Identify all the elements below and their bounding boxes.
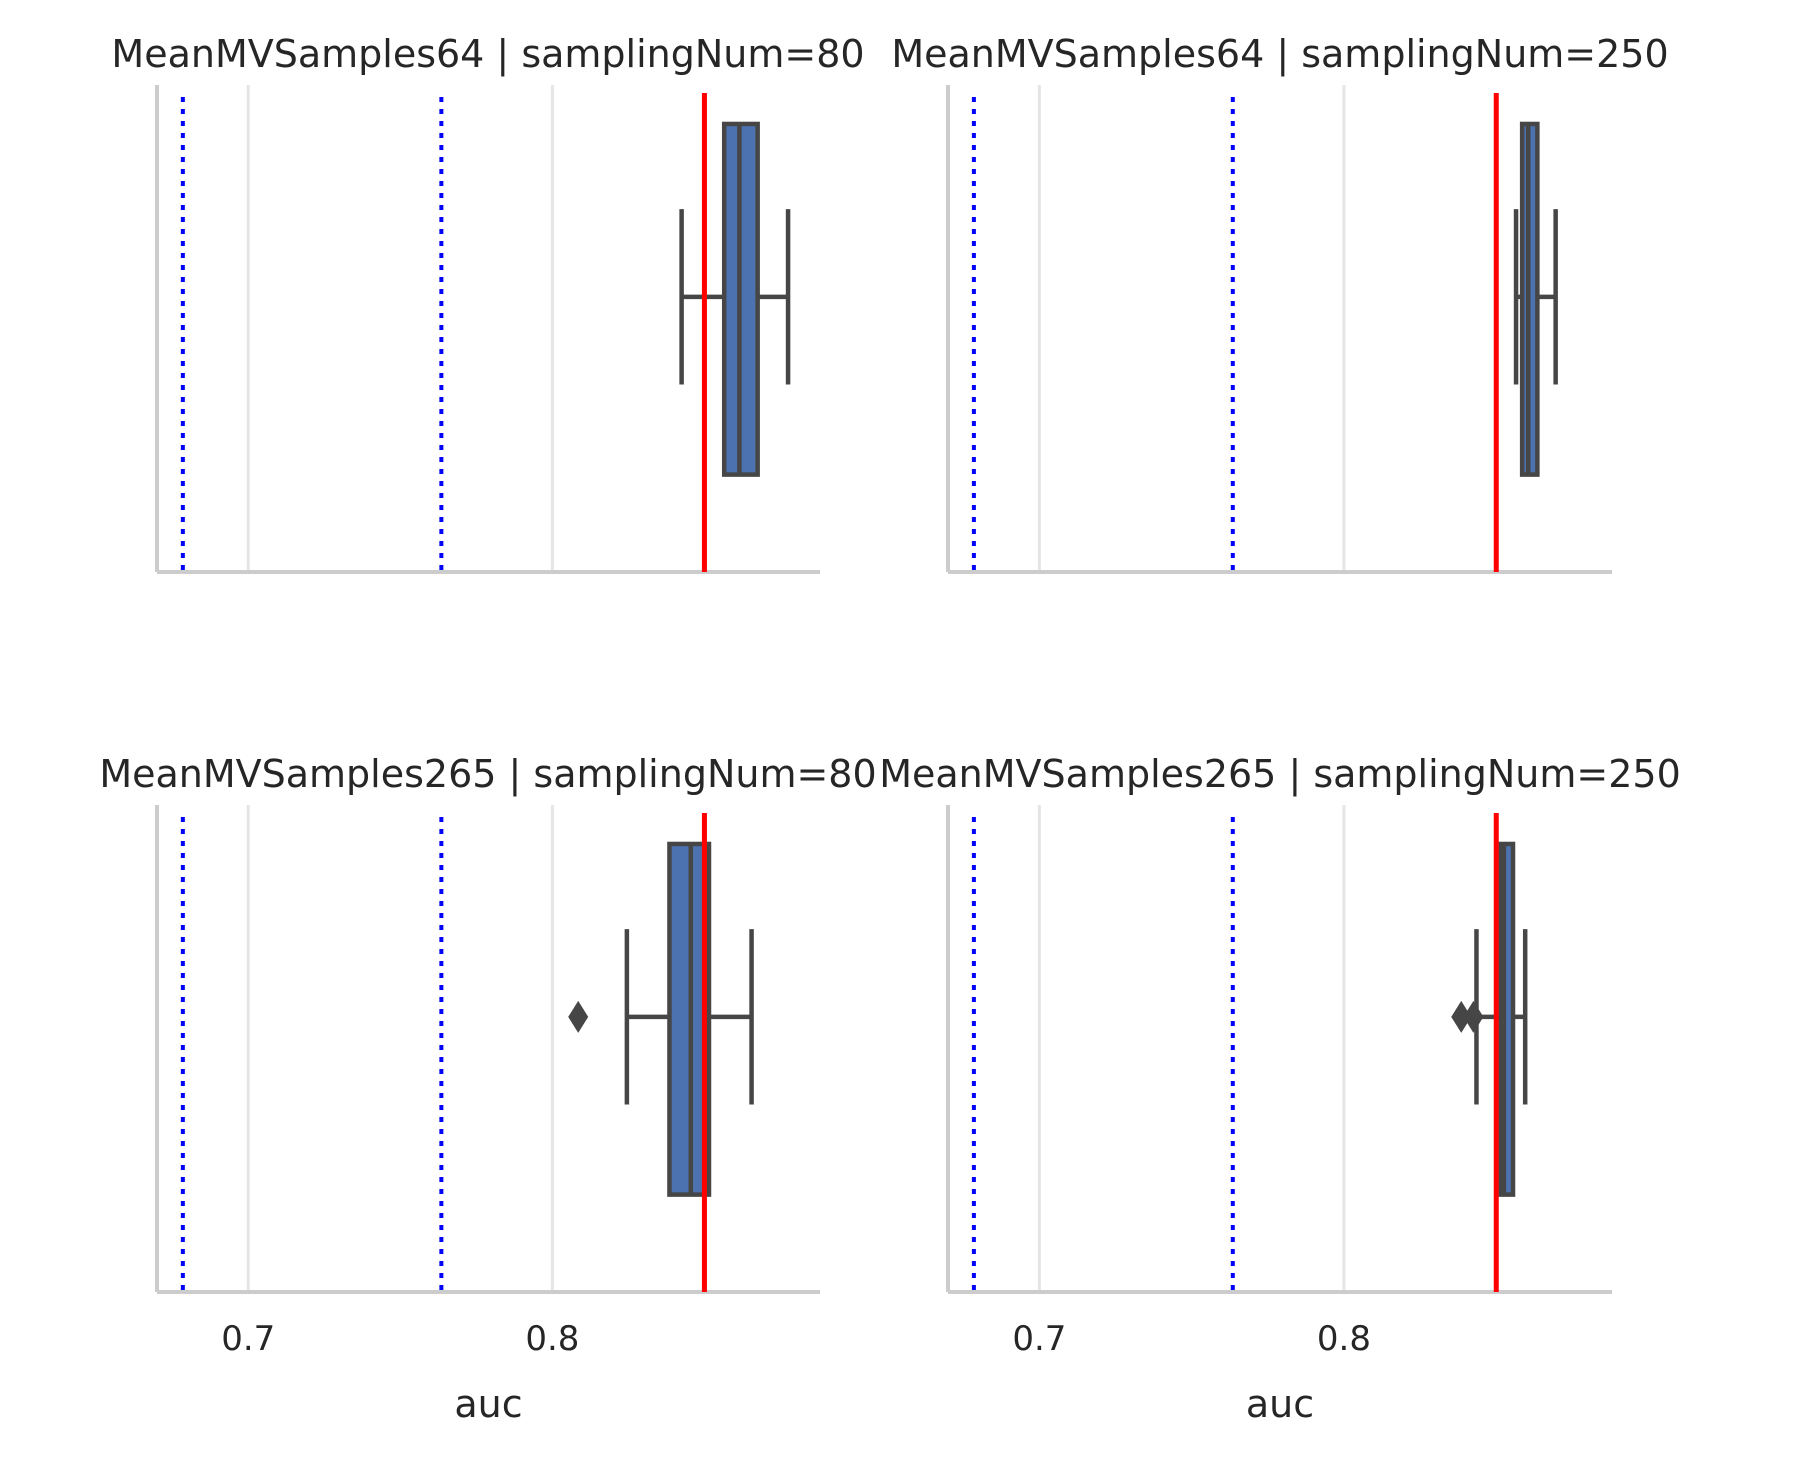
x-tick-label: 0.8 [525,1319,579,1359]
x-axis-label: auc [1246,1382,1314,1426]
outlier-2 [1463,1000,1484,1033]
panel-title: MeanMVSamples265 | samplingNum=80 [99,752,876,797]
panel-title: MeanMVSamples265 | samplingNum=250 [879,752,1681,797]
outlier-1 [568,1000,589,1033]
panel-title: MeanMVSamples64 | samplingNum=80 [111,32,864,77]
panel-3: MeanMVSamples265 | samplingNum=80 0.7 0.8a… [99,752,876,1426]
outlier-1 [1451,1000,1472,1033]
x-tick-label: 0.7 [221,1319,275,1359]
x-tick-label: 0.7 [1012,1319,1066,1359]
panel-1: MeanMVSamples64 | samplingNum=80 [111,32,865,574]
panel-title: MeanMVSamples64 | samplingNum=250 [891,32,1668,77]
x-tick-label: 0.8 [1317,1319,1371,1359]
panel-4: MeanMVSamples265 | samplingNum=250 0.7 0.8… [879,752,1681,1426]
x-axis-label: auc [454,1382,522,1426]
panel-2: MeanMVSamples64 | samplingNum=250 [891,32,1669,574]
